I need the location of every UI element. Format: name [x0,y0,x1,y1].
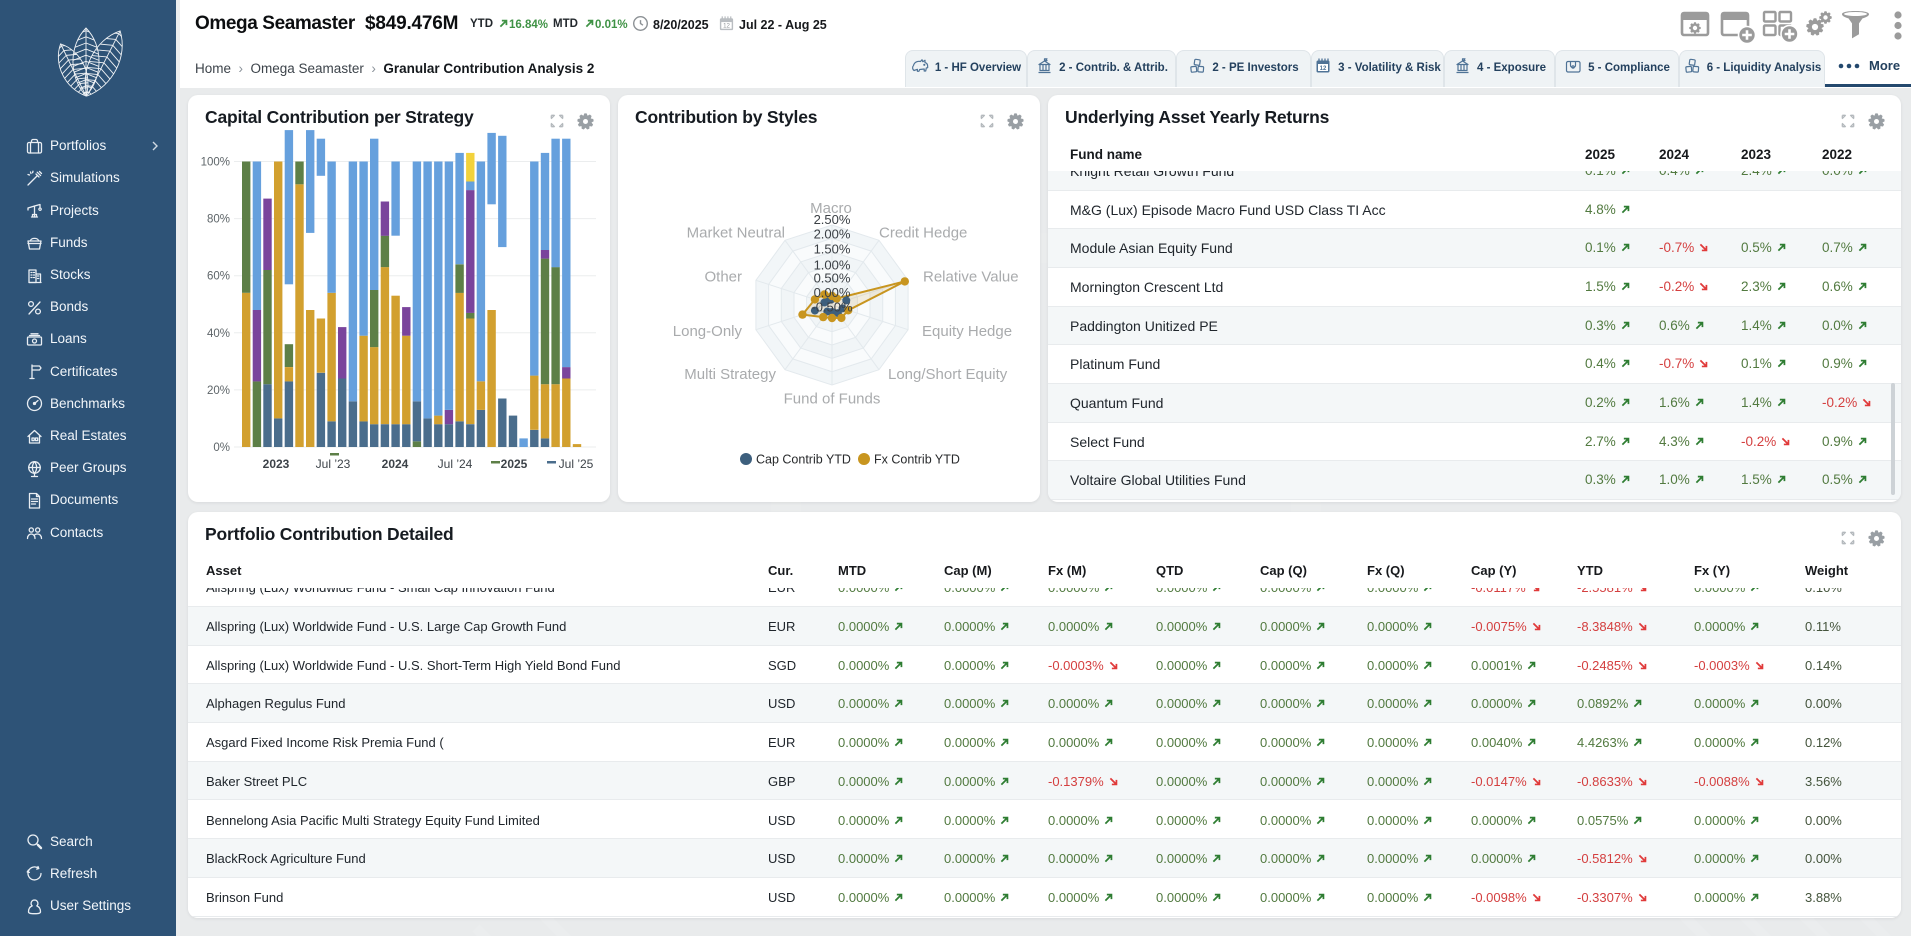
svg-text:Jul ’23: Jul ’23 [316,457,351,471]
svg-text:12: 12 [1320,66,1327,72]
svg-text:0.00%: 0.00% [814,285,851,300]
svg-text:Cap Contrib YTD: Cap Contrib YTD [756,453,851,467]
svg-text:20%: 20% [207,385,230,397]
svg-text:Other: Other [704,269,742,286]
svg-text:2024: 2024 [382,457,409,471]
svg-text:1.50%: 1.50% [814,242,851,257]
svg-text:Jul ’25: Jul ’25 [559,457,594,471]
svg-text:Jul ’24: Jul ’24 [438,457,473,471]
svg-text:Long/Short Equity: Long/Short Equity [888,366,1008,383]
svg-text:Relative Value: Relative Value [923,269,1019,286]
svg-text:2023: 2023 [263,457,290,471]
svg-text:100%: 100% [201,157,230,169]
svg-text:Fund of Funds: Fund of Funds [784,391,881,408]
svg-text:Long-Only: Long-Only [673,323,743,340]
svg-text:12: 12 [723,22,730,29]
svg-text:2.00%: 2.00% [814,226,851,241]
svg-text:1.00%: 1.00% [814,257,851,272]
svg-text:80%: 80% [207,214,230,226]
svg-text:0.50%: 0.50% [814,271,851,286]
svg-text:40%: 40% [207,328,230,340]
svg-text:0%: 0% [213,442,230,454]
svg-text:Equity Hedge: Equity Hedge [922,323,1012,340]
svg-text:Fx Contrib YTD: Fx Contrib YTD [874,453,960,467]
svg-text:2025: 2025 [501,457,528,471]
svg-text:Macro: Macro [810,200,852,217]
svg-text:-0.50%: -0.50% [811,299,853,314]
svg-text:60%: 60% [207,271,230,283]
svg-text:Market Neutral: Market Neutral [687,225,785,242]
svg-text:2.50%: 2.50% [814,212,851,227]
svg-text:Credit Hedge: Credit Hedge [879,225,967,242]
svg-text:Multi Strategy: Multi Strategy [684,366,776,383]
